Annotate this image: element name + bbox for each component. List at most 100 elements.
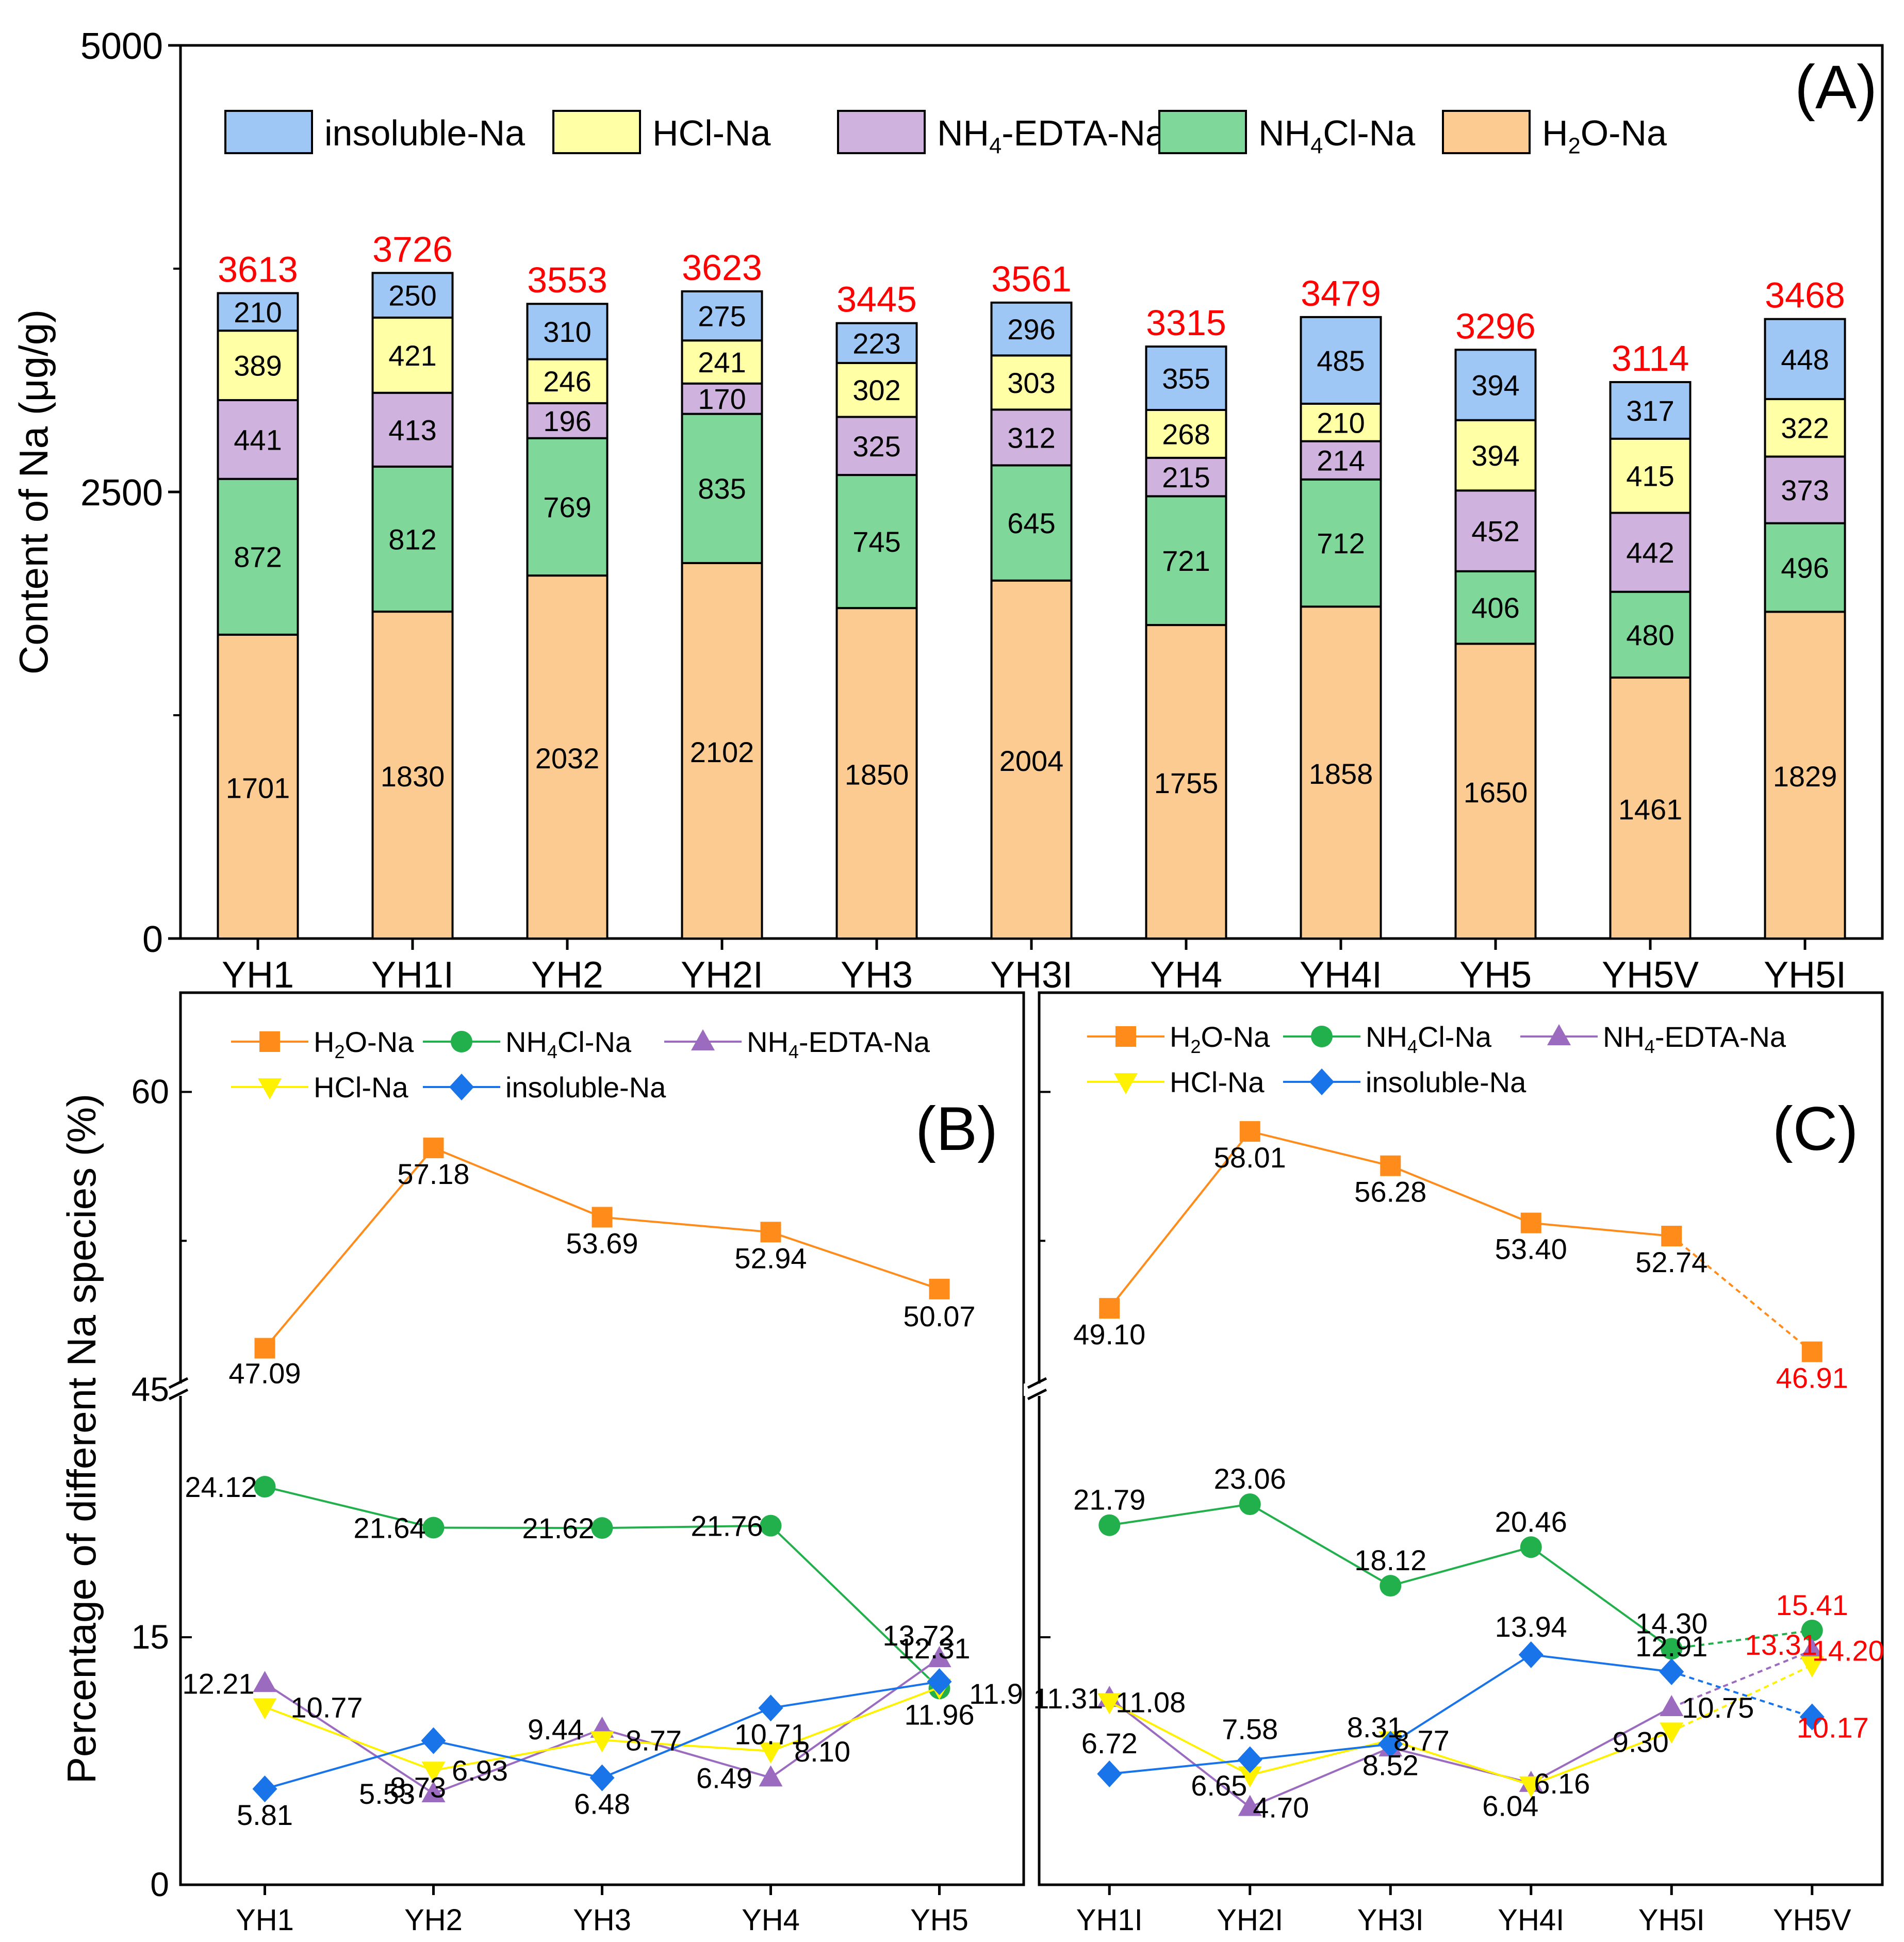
panel-a-ytick-label: 2500 — [80, 472, 163, 514]
bar-segment-label: 246 — [543, 365, 591, 398]
series-line-dashed — [1671, 1670, 1813, 1718]
bar-segment — [1764, 398, 1846, 458]
data-label: 8.77 — [1393, 1724, 1450, 1756]
bar-segment-label: 413 — [388, 414, 436, 446]
bar-segment-label: 712 — [1317, 527, 1365, 559]
bar-total-label: 3445 — [836, 279, 917, 320]
series-marker — [760, 1222, 781, 1243]
legend-marker — [259, 1031, 280, 1052]
legend-label-rest: O-Na — [1581, 113, 1667, 153]
legend-label-rest: O-Na — [344, 1026, 414, 1058]
series-marker — [591, 1517, 613, 1539]
data-label: 15.41 — [1776, 1589, 1848, 1621]
axis-break-mark — [168, 1377, 189, 1389]
bar-segment-label: 1755 — [1154, 767, 1219, 799]
legend-label: NH4Cl-Na — [505, 1026, 632, 1062]
bar-segment — [1609, 590, 1692, 679]
panel-b-ylabel: Percentage of different Na species (%) — [59, 1094, 104, 1784]
panel-b-ytick-label: 45 — [132, 1370, 169, 1408]
bar-segment — [371, 465, 454, 613]
bar-segment — [1609, 512, 1692, 593]
series-marker — [759, 1765, 783, 1787]
legend-label-sub: 2 — [1568, 134, 1581, 158]
legend-label-main: NH — [1258, 113, 1310, 153]
axis-break-mark — [168, 1388, 189, 1401]
data-label: 6.16 — [1534, 1767, 1590, 1800]
series-marker — [1800, 1656, 1824, 1678]
bar-total-label: 3315 — [1146, 303, 1226, 343]
series-marker — [1097, 1693, 1122, 1715]
series-marker — [1661, 1638, 1683, 1660]
data-label: 12.91 — [1635, 1630, 1708, 1663]
bar-segment — [990, 464, 1073, 582]
panel-a-xtick-label: YH3I — [990, 954, 1073, 996]
bar-segment — [1764, 318, 1846, 400]
axis-break-mark — [1027, 1377, 1047, 1389]
data-label: 46.91 — [1776, 1361, 1848, 1394]
bar-segment — [526, 402, 609, 439]
legend-label: NH4-EDTA-Na — [937, 113, 1166, 158]
series-marker — [1659, 1658, 1684, 1685]
panel-xtick-label: YH5I — [1638, 1903, 1705, 1937]
bar-segment — [835, 361, 918, 418]
data-label: 21.62 — [522, 1512, 594, 1544]
legend-label-main: NH — [937, 113, 989, 153]
series-marker — [1238, 1795, 1262, 1816]
legend-label-rest: -EDTA-Na — [1655, 1021, 1786, 1053]
data-label: 6.48 — [574, 1788, 630, 1820]
panel-a-ytick-label: 5000 — [80, 26, 163, 67]
legend-label-sub: 4 — [547, 1041, 557, 1062]
panel-a-xtick-label: YH1 — [222, 954, 294, 996]
panel-b-ytick-label: 60 — [132, 1073, 169, 1111]
panel-label: (B) — [915, 1094, 998, 1163]
bar-segment — [681, 290, 763, 342]
data-label: 8.10 — [794, 1735, 850, 1768]
bar-segment-label: 485 — [1317, 344, 1365, 377]
data-label: 53.69 — [566, 1227, 638, 1259]
bar-segment-label: 210 — [234, 296, 282, 328]
data-label: 21.64 — [353, 1512, 425, 1544]
bar-segment-label: 721 — [1162, 545, 1210, 577]
legend-label: NH4-EDTA-Na — [747, 1026, 930, 1062]
legend-label-sub: 4 — [989, 134, 1002, 158]
legend-label: insoluble-Na — [505, 1071, 666, 1104]
bar-total-label: 3553 — [527, 260, 608, 300]
data-label: 8.73 — [390, 1771, 446, 1804]
data-label: 7.58 — [1222, 1713, 1278, 1745]
series-marker — [592, 1207, 613, 1228]
series-marker — [423, 1138, 444, 1159]
bar-segment-label: 2004 — [999, 745, 1064, 777]
data-label: 50.07 — [903, 1300, 975, 1332]
bar-segment-label: 210 — [1317, 406, 1365, 439]
legend-label: insoluble-Na — [1366, 1066, 1527, 1098]
data-label: 8.31 — [1347, 1711, 1403, 1743]
panel-a-xtick-label: YH5 — [1459, 954, 1532, 996]
panel-b-ytick-label: 0 — [150, 1865, 169, 1903]
series-marker — [1520, 1536, 1542, 1558]
data-label: 13.72 — [882, 1619, 955, 1652]
bar-segment — [835, 607, 918, 940]
series-marker — [253, 1671, 277, 1692]
bar-segment — [1764, 611, 1846, 940]
data-label: 6.93 — [452, 1754, 508, 1787]
data-label: 20.46 — [1495, 1505, 1567, 1538]
legend-swatch — [224, 110, 313, 154]
bar-segment-label: 355 — [1162, 363, 1210, 395]
legend-label: NH4Cl-Na — [1366, 1021, 1492, 1057]
bar-segment — [990, 579, 1073, 940]
data-label: 9.44 — [528, 1713, 584, 1746]
bar-total-label: 3726 — [372, 229, 453, 269]
bar-segment — [835, 474, 918, 610]
panel-a-xtick-label: YH2 — [531, 954, 603, 996]
legend-label-sub: 4 — [1407, 1036, 1418, 1057]
series-marker — [254, 1338, 275, 1359]
data-label: 11.9 — [969, 1677, 1023, 1710]
series-line-dashed — [1670, 1235, 1813, 1353]
legend-label-rest: Cl-Na — [1418, 1021, 1492, 1053]
panel-xtick-label: YH4 — [742, 1903, 800, 1937]
bar-segment — [835, 416, 918, 476]
bar-segment-label: 745 — [852, 525, 900, 558]
data-label: 10.77 — [290, 1691, 363, 1723]
series-marker — [1660, 1722, 1684, 1744]
series-marker — [590, 1731, 614, 1753]
